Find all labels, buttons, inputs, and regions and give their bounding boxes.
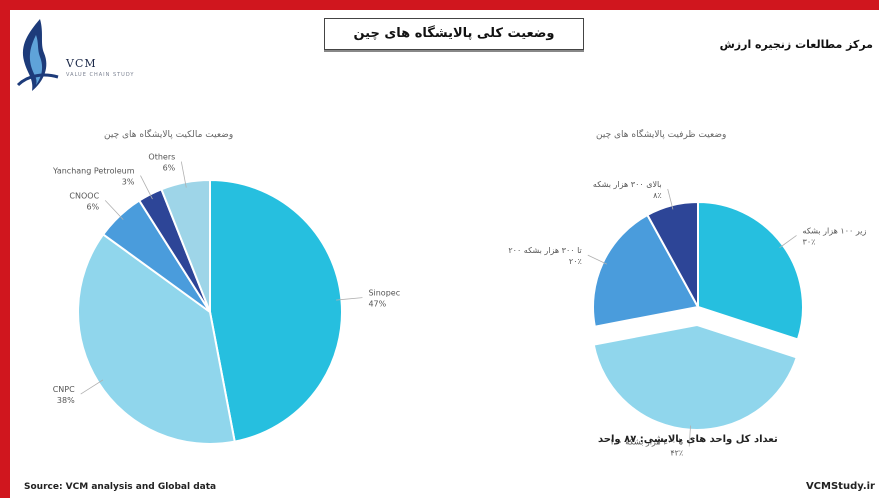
slice-label: Sinopec: [368, 289, 400, 298]
slice-value-label: 3%: [122, 178, 135, 187]
leader-line: [180, 161, 187, 188]
pie-slice: [697, 200, 804, 341]
slice-label: Yanchang Petroleum: [52, 167, 135, 176]
ownership-pie-chart: Sinopec 47% CNPC 38% CNOOC 6% Yanchang Petrole…: [52, 153, 400, 445]
capacity-pie-chart: زیر ۱۰۰ هزار بشکه ۳۰٪ ۱۰۰ تا ۲۰۰ هزار بشکه…: [508, 180, 867, 458]
slice-value-label: 47%: [368, 300, 386, 309]
header-org-title: مرکز مطالعات زنجیره ارزش: [719, 38, 873, 51]
slice-label: بالای ۳۰۰ هزار بشکه: [593, 180, 662, 189]
total-units-note: تعداد کل واحد های پالایشی: ۸۷ واحد: [598, 434, 778, 445]
leader-line: [688, 425, 691, 447]
ownership-chart-title: وضعیت مالکیت پالایشگاه های چین: [104, 130, 234, 140]
slice-value-label: ۳۰٪: [803, 237, 816, 246]
leader-line: [667, 188, 674, 210]
source-note: Source: VCM analysis and Global data: [24, 482, 217, 492]
slice-label: CNPC: [53, 385, 75, 394]
slice-label: ۲۰۰ تا ۳۰۰ هزار بشکه: [508, 246, 581, 255]
slice-label: ۱۰۰ تا ۲۰۰ هزار بشکه: [610, 438, 683, 447]
leader-line: [140, 175, 153, 200]
capacity-chart-panel: وضعیت ظرفیت پالایشگاه های چین زیر ۱۰۰ هز…: [448, 102, 878, 472]
slice-value-label: ۲۰٪: [569, 257, 582, 266]
slice-value-label: ۴۲٪: [670, 449, 683, 458]
slice-label: زیر ۱۰۰ هزار بشکه: [803, 226, 867, 235]
logo-text: VCM: [66, 57, 97, 70]
slice-value-label: 6%: [163, 164, 176, 173]
slice-value-label: ۸٪: [653, 191, 662, 200]
slice-label: Others: [148, 153, 175, 162]
leader-line: [779, 235, 797, 249]
slice-value-label: 38%: [57, 396, 75, 405]
brand-link[interactable]: VCMStudy.ir: [805, 481, 875, 492]
slice-label: CNOOC: [69, 191, 99, 200]
leader-line: [80, 379, 104, 395]
logo-subtext: VALUE CHAIN STUDY: [66, 72, 135, 78]
flame-icon: [16, 19, 59, 91]
leader-line: [104, 200, 124, 220]
capacity-chart-title: وضعیت ظرفیت پالایشگاه های چین: [596, 130, 727, 140]
slide: VCM VALUE CHAIN STUDY وضعیت کلی پالایشگا…: [10, 10, 879, 498]
slice-value-label: 6%: [86, 202, 99, 211]
pie-slice: [209, 178, 343, 443]
leader-line: [336, 297, 363, 301]
vcm-logo: VCM VALUE CHAIN STUDY: [10, 15, 150, 95]
page-title: وضعیت کلی پالایشگاه های چین: [324, 18, 584, 50]
leader-line: [587, 254, 607, 265]
ownership-chart-panel: وضعیت مالکیت پالایشگاه های چین Sinopec 47…: [12, 102, 448, 472]
pie-slice: [592, 323, 798, 431]
